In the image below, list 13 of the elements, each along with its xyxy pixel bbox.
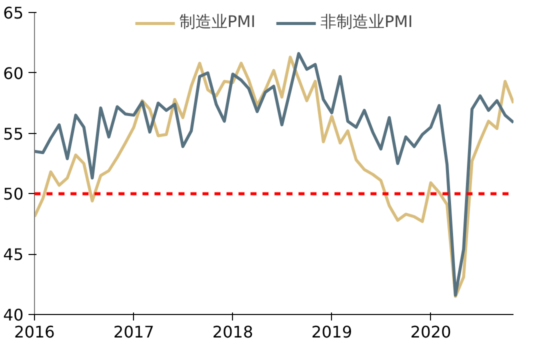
y-tick-label: 40	[3, 306, 24, 324]
y-tick-label: 50	[3, 184, 24, 204]
x-tick-label: 2020	[410, 322, 452, 342]
y-tick-label: 45	[3, 245, 24, 264]
x-tick-label: 2019	[311, 322, 352, 342]
legend-label: 非制造业PMI	[320, 12, 413, 33]
y-tick-label: 60	[3, 64, 24, 83]
legend-label: 制造业PMI	[179, 12, 256, 33]
y-tick-label: 55	[3, 124, 24, 144]
y-tick-label: 65	[3, 4, 24, 22]
x-tick-label: 2017	[113, 322, 154, 342]
x-tick-label: 2016	[14, 322, 55, 342]
x-tick-label: 2018	[212, 322, 254, 342]
